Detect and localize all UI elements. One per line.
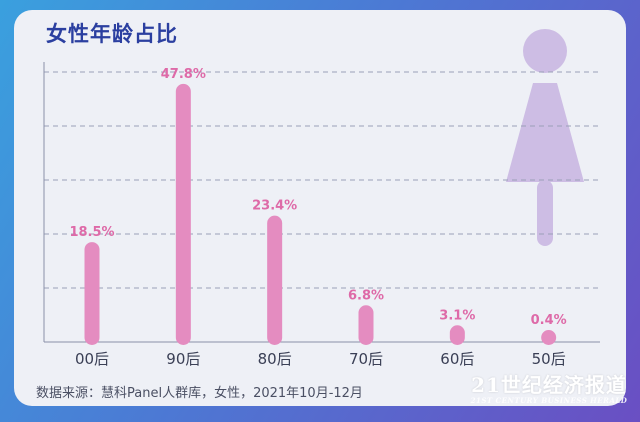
chart-title: 女性年龄占比 <box>46 22 178 46</box>
category-label-50后: 50后 <box>532 350 566 368</box>
brand-subtitle: 21ST CENTURY BUSINESS HERALD <box>470 396 628 405</box>
chart-card <box>14 10 626 406</box>
value-label-60后: 3.1% <box>439 308 475 323</box>
bar-90后 <box>175 83 191 345</box>
bar-50后 <box>541 330 557 345</box>
bar-60后 <box>449 325 465 345</box>
category-label-80后: 80后 <box>258 350 292 368</box>
value-label-50后: 0.4% <box>531 313 567 328</box>
category-label-60后: 60后 <box>440 350 474 368</box>
brand-watermark: 21世纪经济报道 21ST CENTURY BUSINESS HERALD <box>464 374 634 405</box>
bar-00后 <box>84 242 100 345</box>
brand-name: 21世纪经济报道 <box>471 373 627 397</box>
category-label-90后: 90后 <box>166 350 200 368</box>
gridlines <box>44 71 600 289</box>
female-figure-icon <box>506 29 584 246</box>
category-label-00后: 00后 <box>75 350 109 368</box>
category-label-70后: 70后 <box>349 350 383 368</box>
bar-70后 <box>358 305 374 345</box>
value-label-80后: 23.4% <box>252 199 297 214</box>
value-label-70后: 6.8% <box>348 288 384 303</box>
value-label-00后: 18.5% <box>69 225 114 240</box>
data-source-note: 数据来源：慧科Panel人群库，女性，2021年10月-12月 <box>36 386 363 401</box>
value-label-90后: 47.8% <box>161 67 206 82</box>
bar-80后 <box>267 215 283 345</box>
